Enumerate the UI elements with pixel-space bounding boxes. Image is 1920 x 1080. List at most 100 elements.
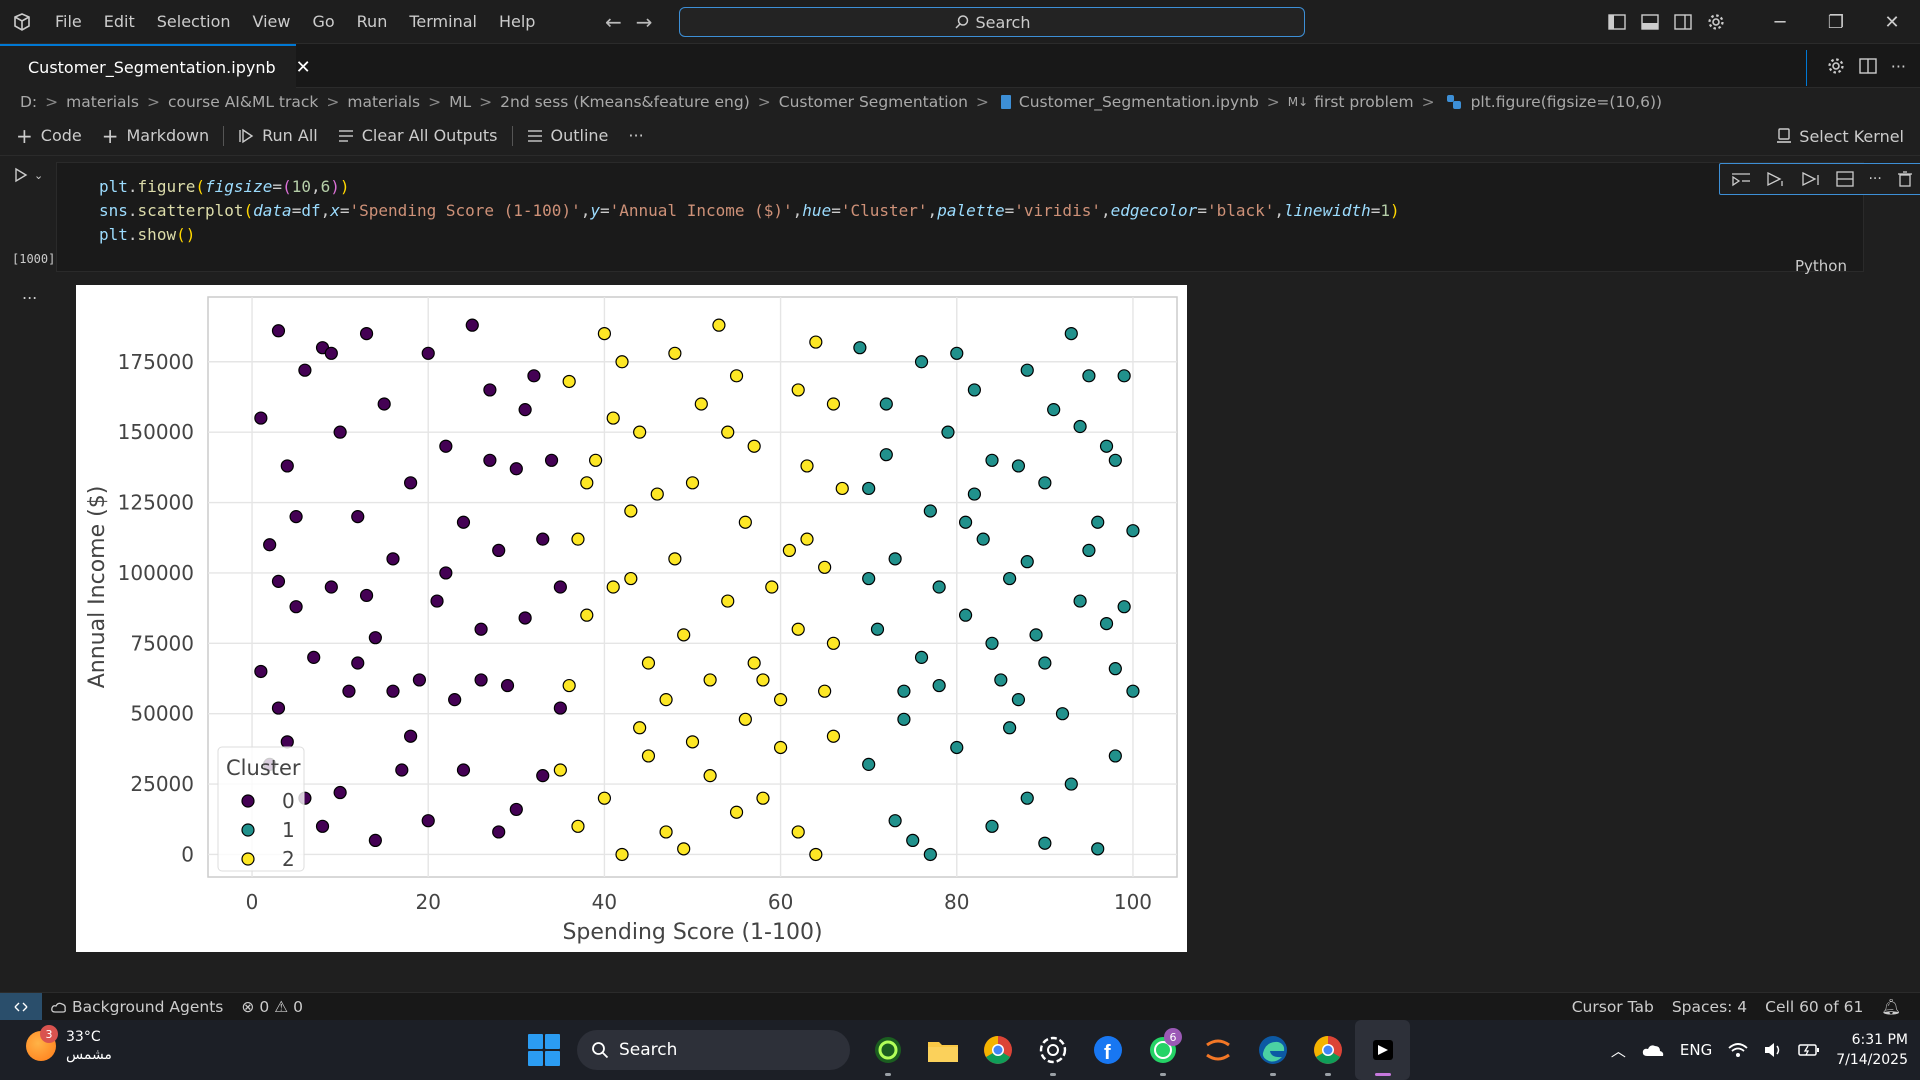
toolbar-more-button[interactable]: ··· [628,126,644,145]
command-search-box[interactable]: Search [679,7,1305,37]
remote-indicator-icon[interactable] [0,992,42,1021]
more-actions-icon[interactable]: ··· [1890,56,1906,76]
language-indicator[interactable]: ENG [1679,1041,1713,1059]
folder-icon [927,1042,958,1062]
breadcrumb-item[interactable]: materials [66,93,139,111]
notebook-settings-icon[interactable] [1827,57,1845,75]
weather-widget[interactable]: 3 33°C مشمس [26,1025,112,1064]
onedrive-cloud-icon[interactable] [1642,1043,1664,1057]
breadcrumb-item[interactable]: first problem [1314,93,1414,111]
scatter-point-cluster-0 [254,664,268,679]
minimize-button[interactable]: ─ [1774,11,1786,33]
menu-file[interactable]: File [55,11,82,31]
scatter-point-cluster-2 [826,729,841,743]
scatter-point-cluster-2 [747,439,761,453]
forward-arrow-icon[interactable]: → [635,10,653,34]
menu-go[interactable]: Go [312,11,335,31]
breadcrumb-item[interactable]: plt.figure(figsize=(10,6)) [1470,93,1663,111]
indentation-status[interactable]: Spaces: 4 [1671,998,1748,1016]
scatter-point-cluster-0 [289,600,303,614]
run-options-chevron-icon[interactable]: ⌄ [34,168,44,182]
breadcrumb-item[interactable]: materials [347,93,421,111]
taskbar-app-vpn[interactable] [860,1020,915,1080]
taskbar-search[interactable]: Search [577,1030,850,1070]
scatter-point-cluster-1 [1064,327,1078,341]
split-editor-icon[interactable] [1859,58,1877,74]
scatter-point-cluster-2 [677,628,691,642]
tab-customer-segmentation[interactable]: Customer_Segmentation.ipynb ✕ [0,44,311,88]
cursor-tab-status[interactable]: Cursor Tab [1571,998,1654,1016]
battery-icon[interactable] [1798,1043,1820,1057]
clear-all-outputs-button[interactable]: Clear All Outputs [328,126,508,145]
menu-help[interactable]: Help [498,11,536,31]
y-tick-label: 175000 [118,350,194,374]
notifications-bell-icon[interactable]: 🔔︎ [1881,998,1901,1016]
wifi-icon[interactable] [1728,1042,1748,1058]
menu-run[interactable]: Run [356,11,388,31]
taskbar-app-cursor[interactable] [1355,1020,1410,1080]
execute-below-icon[interactable] [1766,171,1786,187]
close-window-button[interactable]: ✕ [1884,11,1900,33]
restore-button[interactable]: ❐ [1827,11,1845,33]
scatter-point-cluster-2 [685,476,700,490]
python-icon [1446,95,1461,109]
tray-overflow-chevron-icon[interactable]: ︿ [1610,1041,1626,1060]
scatter-point-cluster-1 [1117,369,1131,383]
scatter-point-cluster-0 [553,580,567,594]
output-more-icon[interactable]: ... [22,284,38,303]
scatter-point-cluster-1 [853,341,867,355]
taskbar-app-chatgpt[interactable] [1025,1020,1080,1080]
run-all-button[interactable]: Run All [228,126,328,145]
background-agents-button[interactable]: Background Agents [42,998,232,1016]
add-code-cell-button[interactable]: + Code [6,124,92,148]
code-editor[interactable]: plt.figure(figsize=(10,6)) sns.scatterpl… [99,177,1400,244]
menu-edit[interactable]: Edit [103,11,135,31]
execute-and-below-icon[interactable] [1801,171,1821,187]
volume-icon[interactable] [1764,1042,1782,1058]
code-cell[interactable]: plt.figure(figsize=(10,6)) sns.scatterpl… [56,162,1920,275]
cell-position-status[interactable]: Cell 60 of 61 [1765,998,1864,1016]
back-arrow-icon[interactable]: ← [605,10,622,34]
system-clock[interactable]: 6:31 PM 7/14/2025 [1836,1030,1908,1070]
toggle-secondary-sidebar-icon[interactable] [1666,0,1699,44]
taskbar-app-file-explorer[interactable] [915,1020,970,1080]
windows-start-icon[interactable] [528,1034,560,1066]
tab-close-icon[interactable]: ✕ [295,56,311,78]
taskbar-app-facebook[interactable]: f [1080,1020,1135,1080]
menu-view[interactable]: View [252,11,291,31]
scatter-chart: 0 20 40 60 80 1000250005000075000100000125000… [85,296,1178,945]
outline-button[interactable]: Outline [517,126,619,145]
settings-gear-icon[interactable] [1699,0,1732,44]
select-kernel-button[interactable]: Select Kernel [1777,116,1904,156]
taskbar-app-edge[interactable] [1245,1020,1300,1080]
menu-selection[interactable]: Selection [156,11,231,31]
add-markdown-cell-button[interactable]: + Markdown [92,124,219,148]
breadcrumb-item[interactable]: Customer Segmentation [778,93,968,111]
delete-cell-icon[interactable] [1897,171,1913,187]
scatter-point-cluster-1 [932,580,946,594]
taskbar-app-jupyter[interactable] [1190,1020,1245,1080]
toggle-panel-icon[interactable] [1633,0,1666,44]
run-cell-button[interactable]: ⌄ [14,162,44,188]
scatter-point-cluster-2 [580,608,594,622]
breadcrumb-item[interactable]: D: [20,93,38,111]
taskbar-app-chrome[interactable] [970,1020,1025,1080]
execute-above-icon[interactable] [1731,171,1751,187]
scatter-point-cluster-1 [1011,693,1026,707]
scatter-point-cluster-1 [862,481,876,496]
taskbar-app-whatsapp[interactable]: 6 [1135,1020,1190,1080]
problems-indicator[interactable]: ⊗ 0 ⚠ 0 [232,998,312,1016]
scatter-point-cluster-1 [976,532,990,546]
split-cell-icon[interactable] [1836,171,1854,187]
cell-more-icon[interactable]: ··· [1868,171,1882,187]
cell-language[interactable]: Python [1795,257,1847,275]
breadcrumb-item[interactable]: 2nd sess (Kmeans&feature eng) [500,93,750,111]
scatter-point-cluster-0 [474,622,488,636]
breadcrumb-item[interactable]: ML [449,93,472,111]
toggle-primary-sidebar-icon[interactable] [1600,0,1633,44]
breadcrumb-item[interactable]: course AI&ML track [167,93,319,111]
x-tick-label: 100 [1114,890,1152,914]
taskbar-app-chrome-2[interactable] [1300,1020,1355,1080]
breadcrumb-item[interactable]: Customer_Segmentation.ipynb [1018,93,1259,111]
menu-terminal[interactable]: Terminal [409,11,477,31]
